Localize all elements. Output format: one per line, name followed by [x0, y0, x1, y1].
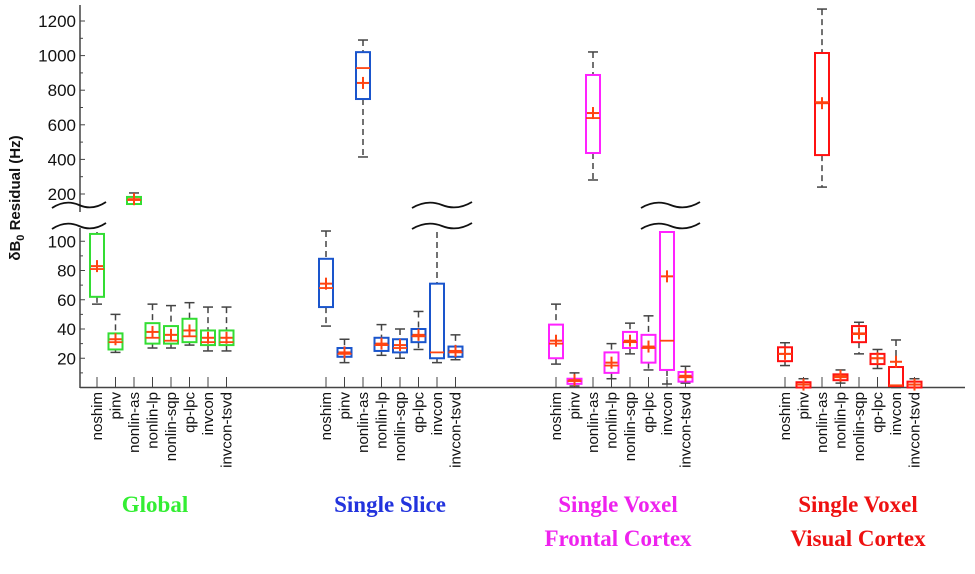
- title-line: Visual Cortex: [790, 526, 926, 551]
- x-tick-label: pinv: [567, 392, 584, 420]
- y-tick-label: 40: [57, 320, 76, 339]
- x-tick-label: invcon-tsvd: [448, 392, 465, 468]
- x-tick-label: noshim: [777, 392, 794, 440]
- group-title-frontal: Single Voxel Frontal Cortex: [544, 488, 691, 556]
- x-tick-label: qp-lpc: [411, 392, 428, 433]
- y-axis-label: δB0 Residual (Hz): [6, 88, 27, 308]
- x-tick-label: nonlin-lp: [374, 392, 391, 449]
- x-tick-label: invcon: [888, 392, 905, 435]
- x-tick-label: noshim: [89, 392, 106, 440]
- title-line: Global: [121, 492, 189, 517]
- x-tick-label: nonlin-as: [355, 392, 372, 453]
- y-tick-label: 400: [48, 150, 76, 169]
- box-invcon: [888, 366, 904, 388]
- axis-break-icon: [411, 222, 473, 230]
- x-tick-label: pinv: [337, 392, 354, 420]
- y-tick-label: 200: [48, 185, 76, 204]
- box-nonlin-as: [355, 51, 371, 101]
- x-tick-label: pinv: [796, 392, 813, 420]
- axis-break-icon: [51, 201, 107, 209]
- x-tick-label: nonlin-sqp: [622, 392, 639, 461]
- y-tick-label: 1200: [38, 12, 76, 31]
- y-tick-label: 600: [48, 116, 76, 135]
- x-tick-label: invcon: [659, 392, 676, 435]
- axis-break-icon: [640, 201, 701, 209]
- box-invcon: [659, 231, 675, 371]
- y-label-text: Residual (Hz): [7, 135, 24, 235]
- x-tick-label: invcon-tsvd: [219, 392, 236, 468]
- y-label-subscript: 0: [15, 234, 27, 241]
- group-title-visual: Single Voxel Visual Cortex: [790, 488, 925, 556]
- title-line: Frontal Cortex: [544, 526, 692, 551]
- x-tick-label: invcon-tsvd: [907, 392, 924, 468]
- x-tick-label: nonlin-sqp: [851, 392, 868, 461]
- x-tick-label: nonlin-lp: [145, 392, 162, 449]
- title-line: Single Voxel: [798, 492, 918, 517]
- x-tick-label: nonlin-sqp: [392, 392, 409, 461]
- x-tick-label: noshim: [318, 392, 335, 440]
- x-tick-label: nonlin-as: [814, 392, 831, 453]
- y-tick-label: 1000: [38, 47, 76, 66]
- y-tick-label: 800: [48, 81, 76, 100]
- y-tick-label: 60: [57, 291, 76, 310]
- group-title-global: Global: [122, 488, 188, 522]
- x-tick-label: qp-lpc: [182, 392, 199, 433]
- title-line: Single Voxel: [558, 492, 678, 517]
- x-tick-label: nonlin-as: [126, 392, 143, 453]
- axis-break-icon: [640, 222, 701, 230]
- x-tick-label: nonlin-sqp: [163, 392, 180, 461]
- x-tick-label: noshim: [548, 392, 565, 440]
- axis-break-icon: [411, 201, 473, 209]
- group-title-single-slice: Single Slice: [334, 488, 446, 522]
- x-tick-label: nonlin-as: [585, 392, 602, 453]
- y-tick-label: 80: [57, 262, 76, 281]
- box-invcon: [429, 282, 445, 360]
- y-tick-label: 100: [48, 232, 76, 251]
- title-line: Single Slice: [334, 492, 446, 517]
- x-tick-label: invcon: [429, 392, 446, 435]
- axis-break-icon: [51, 222, 107, 230]
- y-label-delta: δB: [7, 240, 24, 261]
- y-tick-label: 20: [57, 349, 76, 368]
- x-tick-label: qp-lpc: [641, 392, 658, 433]
- x-tick-label: qp-lpc: [870, 392, 887, 433]
- x-tick-label: nonlin-lp: [604, 392, 621, 449]
- x-tick-label: nonlin-lp: [833, 392, 850, 449]
- x-tick-label: invcon: [200, 392, 217, 435]
- x-tick-label: invcon-tsvd: [678, 392, 695, 468]
- x-tick-label: pinv: [108, 392, 125, 420]
